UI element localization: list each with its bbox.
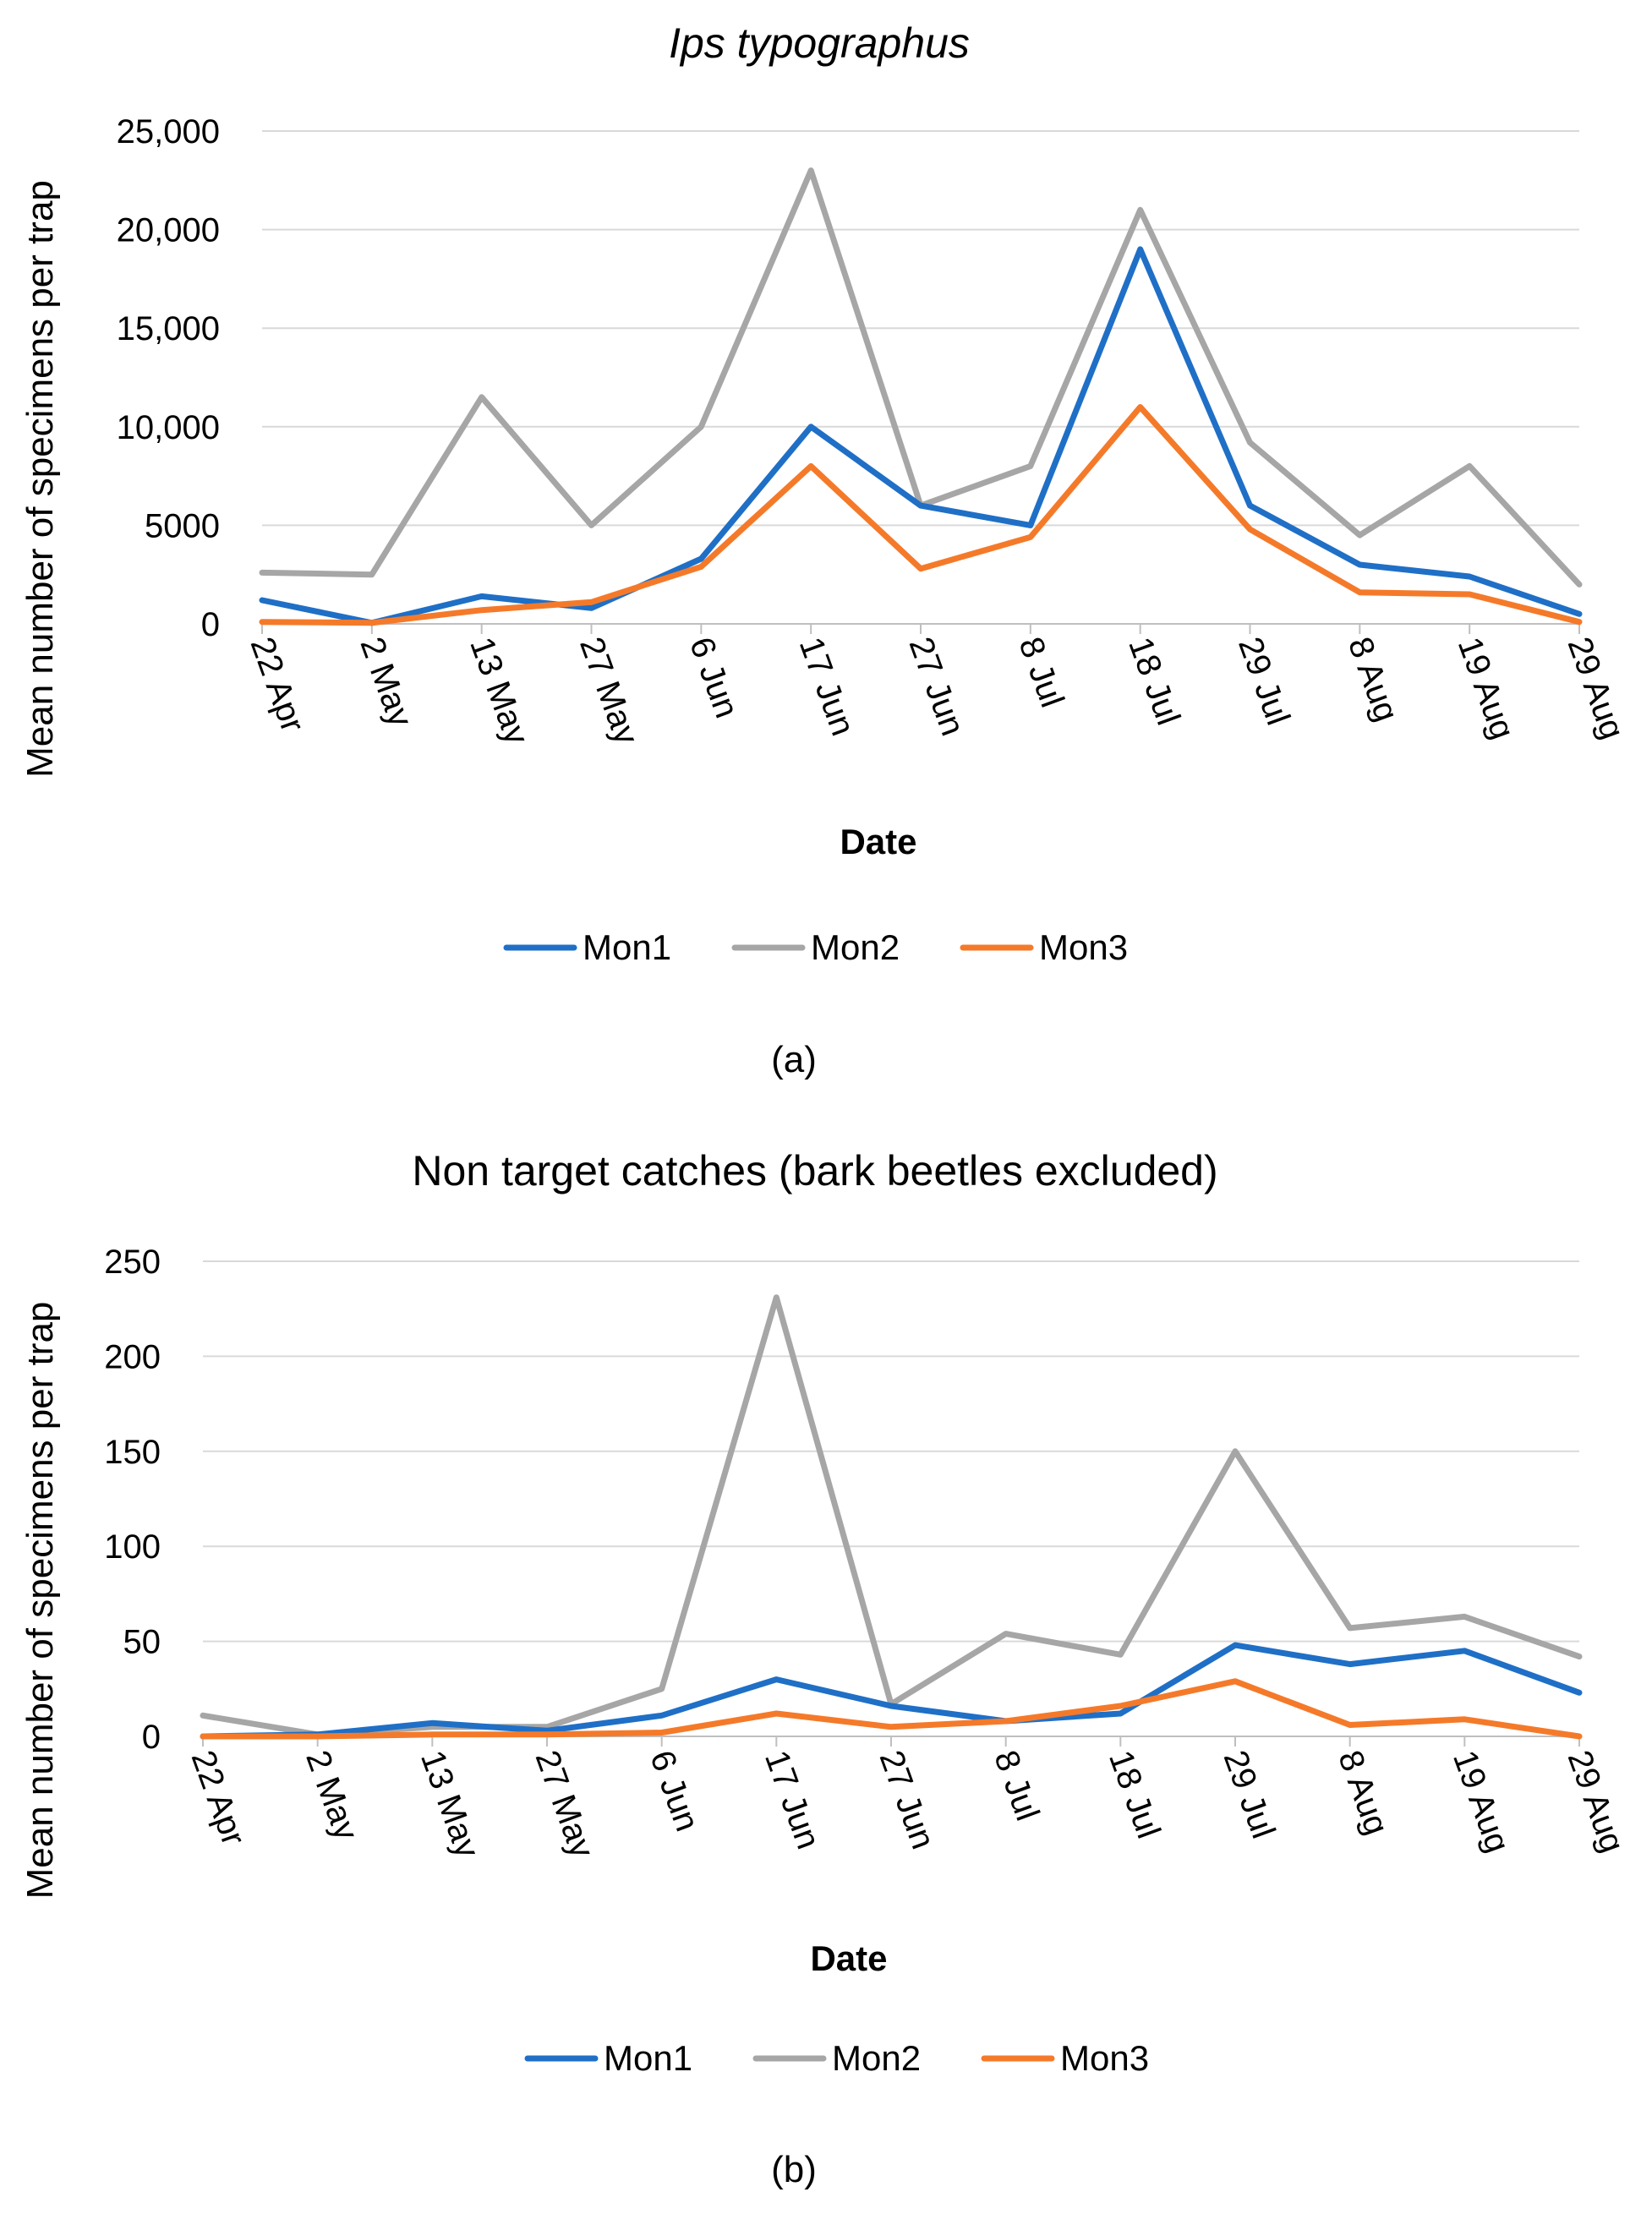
x-tick-labels: 22 Apr 2 May 13 May 27 May 6 Jun 17 Jun 27 Jun… <box>243 624 1632 749</box>
series-line-mon2 <box>200 1294 1583 1738</box>
legend-label-mon1: Mon1 <box>604 2038 692 2078</box>
x-tick-label: 22 Apr <box>243 632 312 737</box>
y-tick-label: 5000 <box>145 507 220 544</box>
x-tick-label: 2 May <box>353 632 419 731</box>
y-tick-labels: 0 50 100 150 200 250 <box>104 1244 161 1756</box>
x-tick-label: 2 May <box>298 1746 365 1845</box>
series-line-mon2 <box>259 167 1583 588</box>
legend-label-mon2: Mon2 <box>832 2038 921 2078</box>
legend: Mon1 Mon2 Mon3 <box>503 927 1128 967</box>
x-tick-label: 8 Aug <box>1341 632 1405 726</box>
y-tick-label: 25,000 <box>117 113 220 150</box>
x-tick-label: 19 Aug <box>1451 632 1522 744</box>
legend-label-mon1: Mon1 <box>583 927 671 967</box>
y-tick-label: 0 <box>201 606 220 643</box>
figure-caption: (a) <box>771 1039 817 1080</box>
x-tick-label: 6 Jun <box>643 1746 706 1836</box>
x-tick-label: 13 May <box>413 1746 486 1862</box>
x-tick-label: 8 Aug <box>1331 1746 1395 1840</box>
series-lines <box>259 167 1583 626</box>
series-line-mon3 <box>259 404 1583 626</box>
x-tick-label: 19 Aug <box>1446 1746 1517 1857</box>
figure-b: Non target catches (bark beetles exclude… <box>0 1107 1652 2214</box>
y-tick-labels: 0 5000 10,000 15,000 20,000 25,000 <box>117 113 220 643</box>
x-tick-label: 27 Jun <box>872 1746 942 1854</box>
x-tick-label: 27 May <box>528 1746 601 1862</box>
chart-title: Ips typographus <box>669 19 970 67</box>
y-tick-label: 250 <box>104 1244 161 1281</box>
y-tick-label: 150 <box>104 1434 161 1471</box>
y-tick-label: 50 <box>123 1624 161 1661</box>
y-axis-label: Mean number of specimens per trap <box>19 1302 61 1900</box>
x-tick-labels: 22 Apr 2 May 13 May 27 May 6 Jun 17 Jun 27 Jun… <box>184 1736 1632 1862</box>
x-axis-label: Date <box>810 1938 887 1978</box>
series-line-mon1 <box>259 246 1583 626</box>
chart-b: Non target catches (bark beetles exclude… <box>19 1147 1632 2190</box>
y-tick-label: 200 <box>104 1338 161 1375</box>
y-tick-label: 15,000 <box>117 310 220 347</box>
x-tick-label: 18 Jul <box>1102 1746 1168 1843</box>
x-tick-label: 22 Apr <box>184 1746 253 1850</box>
series-line-mon1 <box>200 1642 1583 1740</box>
series-line-mon3 <box>200 1678 1583 1740</box>
chart-a: Ips typographus 0 5000 10,000 15,000 20,000 25… <box>19 19 1632 1080</box>
gridlines <box>262 130 1579 527</box>
x-tick-label: 27 May <box>572 632 645 749</box>
x-tick-label: 8 Jul <box>987 1746 1046 1825</box>
y-tick-label: 20,000 <box>117 212 220 249</box>
x-tick-label: 29 Jul <box>1231 632 1297 730</box>
legend-label-mon3: Mon3 <box>1060 2038 1149 2078</box>
figure-a: Ips typographus 0 5000 10,000 15,000 20,000 25… <box>19 19 1632 1080</box>
legend: Mon1 Mon2 Mon3 <box>524 2038 1149 2078</box>
y-tick-label: 10,000 <box>117 409 220 446</box>
legend-label-mon3: Mon3 <box>1039 927 1128 967</box>
figure-caption: (b) <box>771 2149 817 2190</box>
x-tick-label: 29 Aug <box>1561 1746 1632 1857</box>
y-tick-label: 0 <box>142 1719 161 1756</box>
x-tick-label: 29 Jul <box>1217 1746 1283 1843</box>
y-axis-label: Mean number of specimens per trap <box>19 180 61 778</box>
chart-title: Non target catches (bark beetles exclude… <box>412 1147 1217 1194</box>
x-tick-label: 17 Jun <box>792 632 862 741</box>
y-tick-label: 100 <box>104 1528 161 1566</box>
legend-label-mon2: Mon2 <box>811 927 900 967</box>
x-axis-label: Date <box>840 822 916 861</box>
x-tick-label: 13 May <box>462 632 535 749</box>
x-tick-label: 8 Jul <box>1011 632 1070 712</box>
x-tick-label: 6 Jun <box>682 632 746 723</box>
x-tick-label: 18 Jul <box>1121 632 1187 730</box>
series-lines <box>200 1294 1583 1740</box>
gridlines <box>203 1260 1579 1643</box>
x-tick-label: 17 Jun <box>758 1746 827 1854</box>
x-tick-label: 29 Aug <box>1561 632 1632 744</box>
x-tick-label: 27 Jun <box>902 632 971 741</box>
